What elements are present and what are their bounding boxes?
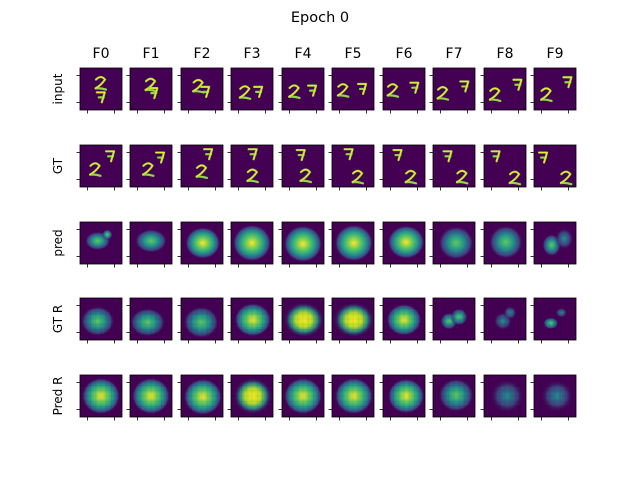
panel-input-f7 — [429, 67, 476, 114]
panel-pred-f4 — [278, 221, 325, 268]
panel-pred-r-f0 — [76, 374, 123, 421]
panel-pred-r-f2 — [177, 374, 224, 421]
panel-gt-r-f5 — [328, 297, 375, 344]
panel-gt-r-f8 — [480, 297, 527, 344]
panel-pred-r-f3 — [227, 374, 274, 421]
row-label-gt-r: GT R — [51, 305, 65, 333]
panel-gt-r-f9 — [530, 297, 577, 344]
row-label-gt: GT — [51, 157, 65, 174]
panel-pred-f1 — [126, 221, 173, 268]
column-title-f9: F9 — [547, 46, 564, 62]
column-title-f6: F6 — [396, 46, 413, 62]
panel-pred-r-f5 — [328, 374, 375, 421]
panel-gt-r-f1 — [126, 297, 173, 344]
panel-gt-r-f2 — [177, 297, 224, 344]
panel-pred-f2 — [177, 221, 224, 268]
column-title-f5: F5 — [345, 46, 362, 62]
panel-pred-f5 — [328, 221, 375, 268]
panel-input-f5 — [328, 67, 375, 114]
panel-input-f2 — [177, 67, 224, 114]
column-title-f2: F2 — [194, 46, 211, 62]
panel-pred-f8 — [480, 221, 527, 268]
panel-gt-f0 — [76, 144, 123, 191]
panel-input-f0 — [76, 67, 123, 114]
panel-pred-r-f7 — [429, 374, 476, 421]
panel-gt-f2 — [177, 144, 224, 191]
panel-gt-r-f0 — [76, 297, 123, 344]
panel-pred-r-f8 — [480, 374, 527, 421]
panel-gt-f3 — [227, 144, 274, 191]
panel-gt-r-f3 — [227, 297, 274, 344]
column-title-f1: F1 — [143, 46, 160, 62]
panel-pred-r-f4 — [278, 374, 325, 421]
panel-gt-f1 — [126, 144, 173, 191]
panel-gt-f4 — [278, 144, 325, 191]
panel-pred-r-f6 — [379, 374, 426, 421]
column-title-f0: F0 — [93, 46, 110, 62]
panel-gt-f7 — [429, 144, 476, 191]
panel-input-f9 — [530, 67, 577, 114]
panel-pred-f6 — [379, 221, 426, 268]
panel-pred-f3 — [227, 221, 274, 268]
column-title-f8: F8 — [497, 46, 514, 62]
panel-gt-r-f7 — [429, 297, 476, 344]
panel-input-f4 — [278, 67, 325, 114]
panel-gt-r-f6 — [379, 297, 426, 344]
panel-input-f1 — [126, 67, 173, 114]
panel-grid — [76, 67, 577, 421]
panel-gt-r-f4 — [278, 297, 325, 344]
row-label-pred-r: Pred R — [51, 377, 65, 416]
column-titles: F0 F1 F2 F3 F4 F5 F6 F7 F8 F9 — [93, 46, 564, 62]
row-label-input: input — [51, 73, 65, 104]
panel-gt-f8 — [480, 144, 527, 191]
column-title-f3: F3 — [244, 46, 261, 62]
panel-gt-f9 — [530, 144, 577, 191]
panel-input-f3 — [227, 67, 274, 114]
panel-pred-r-f1 — [126, 374, 173, 421]
column-title-f4: F4 — [295, 46, 312, 62]
row-labels: input GT pred GT R Pred R — [51, 73, 65, 415]
panel-pred-f9 — [530, 221, 577, 268]
panel-pred-r-f9 — [530, 374, 577, 421]
column-title-f7: F7 — [446, 46, 463, 62]
panel-pred-f0 — [76, 221, 123, 268]
panel-pred-f7 — [429, 221, 476, 268]
panel-gt-f6 — [379, 144, 426, 191]
figure-title: Epoch 0 — [291, 10, 349, 26]
panel-input-f8 — [480, 67, 527, 114]
panel-gt-f5 — [328, 144, 375, 191]
row-label-pred: pred — [51, 229, 65, 256]
panel-input-f6 — [379, 67, 426, 114]
